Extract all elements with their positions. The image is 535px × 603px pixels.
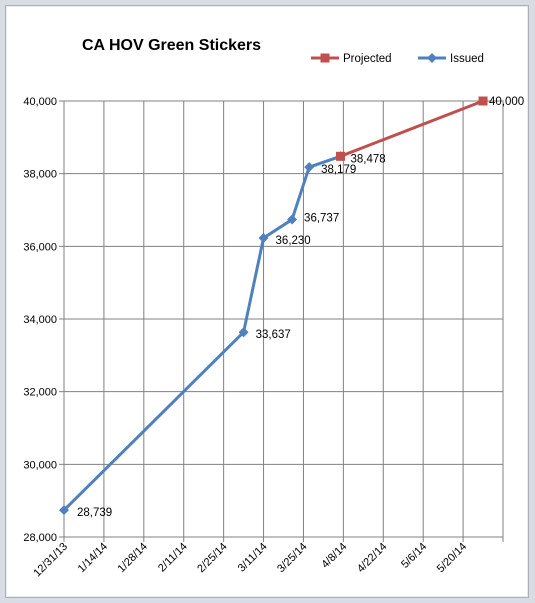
legend-marker-projected	[320, 53, 330, 63]
issued-data-label: 38,179	[321, 164, 356, 176]
chart-frame: 28,000 30,000 32,000 34,000 36,000 38,000 40,0…	[5, 5, 529, 598]
plot-area-border	[63, 100, 504, 538]
y-axis-tick-labels: 28,000 30,000 32,000 34,000 36,000 38,000 40,0…	[23, 96, 57, 544]
grid-layer	[59, 100, 504, 542]
issued-data-label: 28,739	[77, 507, 112, 519]
issued-marker	[304, 162, 315, 173]
x-tick-label: 1/14/14	[76, 541, 110, 575]
issued-data-label: 33,637	[256, 329, 291, 341]
y-tick-label: 34,000	[23, 314, 57, 326]
x-tick-label: 2/11/14	[156, 541, 190, 575]
x-tick-label: 5/20/14	[435, 541, 469, 575]
x-tick-label: 4/22/14	[355, 541, 389, 575]
issued-data-label: 36,737	[304, 213, 339, 225]
issued-data-label: 38,478	[351, 153, 386, 165]
x-tick-label: 3/25/14	[275, 541, 309, 575]
issued-data-label: 36,230	[276, 235, 311, 247]
x-tick-label: 1/28/14	[116, 541, 150, 575]
legend: Projected Issued	[311, 53, 484, 65]
y-tick-label: 32,000	[23, 387, 57, 399]
issued-marker	[238, 327, 249, 338]
y-tick-label: 36,000	[23, 241, 57, 253]
x-tick-label: 2/25/14	[195, 541, 229, 575]
issued-marker	[287, 214, 298, 225]
x-tick-label: 4/8/14	[319, 541, 349, 571]
legend-label-issued: Issued	[450, 53, 484, 65]
y-tick-label: 38,000	[23, 169, 57, 181]
y-tick-label: 40,000	[23, 96, 57, 108]
x-tick-label: 3/11/14	[236, 541, 270, 575]
projected-marker	[336, 151, 346, 161]
projected-series-line	[339, 99, 485, 158]
legend-marker-issued	[427, 53, 437, 63]
series-layer	[59, 96, 488, 516]
issued-series-line	[62, 154, 343, 512]
x-axis-tick-labels: 12/31/13 1/14/14 1/28/14 2/11/14 2/25/14 3/11…	[31, 541, 469, 580]
issued-marker	[59, 505, 69, 516]
y-tick-label: 30,000	[23, 459, 57, 471]
legend-label-projected: Projected	[343, 53, 392, 65]
issued-marker	[258, 232, 269, 243]
chart-title: CA HOV Green Stickers	[82, 37, 261, 54]
chart-svg: 28,000 30,000 32,000 34,000 36,000 38,000 40,0…	[23, 37, 524, 580]
projected-marker	[478, 96, 488, 106]
x-tick-label: 12/31/13	[31, 541, 70, 580]
y-tick-label: 28,000	[23, 532, 57, 544]
x-tick-label: 5/6/14	[399, 541, 429, 571]
projected-data-label: 40,000	[489, 96, 524, 108]
